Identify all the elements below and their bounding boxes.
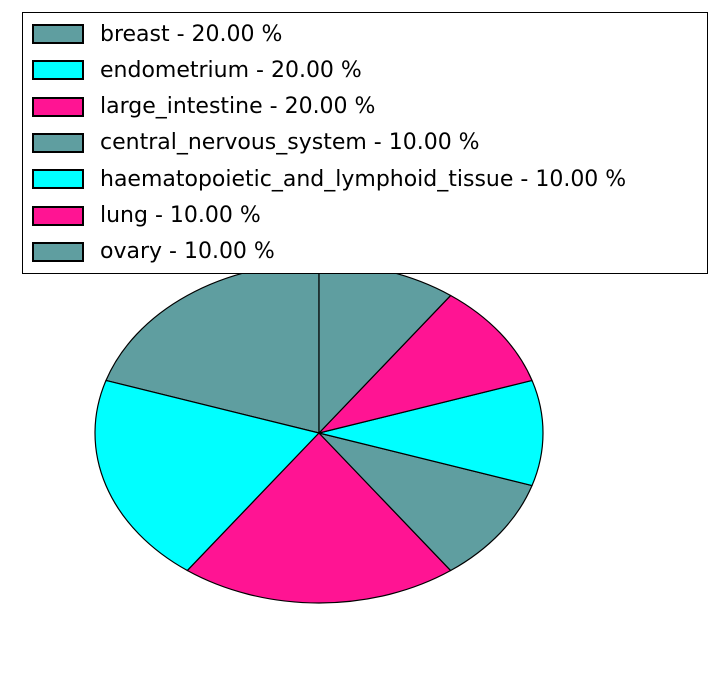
pie-slice-endometrium — [94, 379, 320, 572]
legend-swatch-central-nervous-system — [32, 132, 84, 153]
legend-item-lung: lung - 10.00 % — [23, 199, 707, 233]
legend-label-ovary: ovary - 10.00 % — [100, 239, 275, 265]
legend-item-breast: breast - 20.00 % — [23, 17, 707, 51]
legend-item-central-nervous-system: central_nervous_system - 10.00 % — [23, 126, 707, 160]
legend-swatch-haematopoietic-and-lymphoid-tissue — [32, 169, 84, 190]
pie-slice-large_intestine — [186, 432, 452, 604]
legend-label-breast: breast - 20.00 % — [100, 21, 283, 47]
legend-swatch-ovary — [32, 241, 84, 262]
pie-slice-lung — [318, 294, 533, 434]
pie-slice-central_nervous_system — [318, 432, 533, 572]
legend-label-endometrium: endometrium - 20.00 % — [100, 57, 362, 83]
legend-label-central-nervous-system: central_nervous_system - 10.00 % — [100, 130, 480, 156]
legend-swatch-breast — [32, 24, 84, 45]
legend-item-haematopoietic-and-lymphoid-tissue: haematopoietic_and_lymphoid_tissue - 10.… — [23, 162, 707, 196]
pie-slice-haematopoietic_and_lymphoid_tissue — [318, 379, 544, 487]
legend-swatch-lung — [32, 205, 84, 226]
legend-swatch-endometrium — [32, 60, 84, 81]
legend-label-haematopoietic-and-lymphoid-tissue: haematopoietic_and_lymphoid_tissue - 10.… — [100, 166, 627, 192]
legend-label-lung: lung - 10.00 % — [100, 203, 261, 229]
legend-item-large-intestine: large_intestine - 20.00 % — [23, 90, 707, 124]
legend-item-ovary: ovary - 10.00 % — [23, 235, 707, 269]
legend-item-endometrium: endometrium - 20.00 % — [23, 53, 707, 87]
legend-swatch-large-intestine — [32, 96, 84, 117]
legend: breast - 20.00 % endometrium - 20.00 % l… — [22, 12, 708, 274]
legend-label-large-intestine: large_intestine - 20.00 % — [100, 94, 376, 120]
